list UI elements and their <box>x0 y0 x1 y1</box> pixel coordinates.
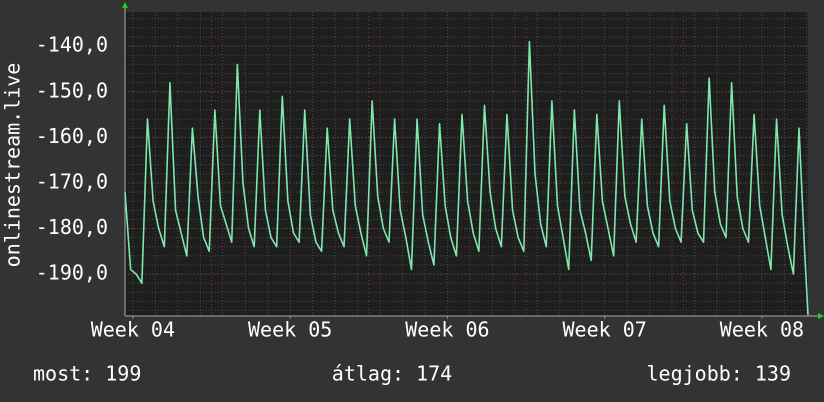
y-tick-label: -190,0 <box>36 261 108 285</box>
x-tick-label: Week 07 <box>563 318 647 342</box>
footer-average: átlag: 174 <box>332 362 452 386</box>
footer-now: most: 199 <box>33 362 141 386</box>
x-tick-label: Week 05 <box>248 318 332 342</box>
y-tick-label: -150,0 <box>36 78 108 102</box>
y-tick-label: -140,0 <box>36 33 108 57</box>
y-tick-label: -170,0 <box>36 169 108 193</box>
y-axis-title: onlinestream.live <box>1 63 25 268</box>
axis-arrow <box>818 313 824 319</box>
x-tick-label: Week 06 <box>405 318 489 342</box>
x-tick-label: Week 08 <box>720 318 804 342</box>
y-tick-label: -160,0 <box>36 124 108 148</box>
footer-best: legjobb: 139 <box>647 362 792 386</box>
x-tick-label: Week 04 <box>91 318 175 342</box>
axis-arrow <box>122 2 128 8</box>
data-line <box>124 40 809 316</box>
plot-area <box>125 12 808 316</box>
y-tick-label: -180,0 <box>36 215 108 239</box>
